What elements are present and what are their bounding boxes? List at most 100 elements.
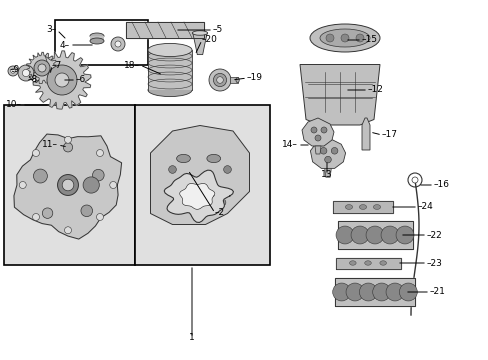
- Circle shape: [331, 148, 337, 154]
- Circle shape: [320, 127, 326, 133]
- Circle shape: [366, 226, 383, 244]
- Ellipse shape: [349, 261, 355, 265]
- Circle shape: [399, 283, 416, 301]
- Ellipse shape: [364, 261, 370, 265]
- Polygon shape: [26, 52, 58, 84]
- Polygon shape: [33, 51, 91, 109]
- Ellipse shape: [236, 77, 239, 83]
- Text: –8: –8: [28, 76, 38, 85]
- Circle shape: [314, 135, 320, 141]
- Circle shape: [335, 226, 353, 244]
- Text: –6: –6: [76, 76, 86, 85]
- Circle shape: [168, 166, 176, 174]
- Circle shape: [340, 34, 348, 42]
- Polygon shape: [179, 184, 214, 210]
- Polygon shape: [126, 22, 203, 38]
- Text: –5: –5: [213, 26, 223, 35]
- Text: 18–: 18–: [124, 60, 140, 69]
- Ellipse shape: [206, 154, 220, 163]
- Text: –20: –20: [202, 36, 218, 45]
- Ellipse shape: [345, 204, 352, 210]
- Circle shape: [218, 199, 225, 206]
- Circle shape: [55, 73, 69, 87]
- Circle shape: [62, 179, 74, 191]
- Polygon shape: [150, 126, 249, 225]
- Ellipse shape: [359, 204, 366, 210]
- Circle shape: [111, 37, 125, 51]
- Circle shape: [34, 60, 50, 76]
- Circle shape: [38, 64, 46, 72]
- Bar: [148, 50, 192, 90]
- Ellipse shape: [189, 177, 200, 184]
- Circle shape: [196, 199, 203, 206]
- Polygon shape: [192, 33, 207, 55]
- Circle shape: [33, 169, 47, 183]
- Bar: [55, 20, 148, 65]
- Polygon shape: [302, 118, 333, 146]
- Polygon shape: [337, 221, 412, 249]
- Circle shape: [115, 41, 121, 47]
- Circle shape: [11, 69, 15, 73]
- Ellipse shape: [373, 204, 380, 210]
- Bar: [90, 36, 104, 41]
- Ellipse shape: [309, 24, 379, 52]
- Text: 11–: 11–: [42, 140, 58, 149]
- Ellipse shape: [148, 44, 192, 57]
- Circle shape: [346, 283, 363, 301]
- Circle shape: [213, 73, 226, 87]
- Circle shape: [8, 66, 18, 76]
- Circle shape: [320, 148, 326, 154]
- Circle shape: [18, 65, 34, 81]
- Circle shape: [179, 199, 187, 206]
- Circle shape: [310, 127, 316, 133]
- Polygon shape: [334, 278, 414, 306]
- Text: –7: –7: [52, 60, 62, 69]
- Circle shape: [47, 65, 77, 95]
- Circle shape: [92, 169, 104, 181]
- Circle shape: [22, 69, 30, 77]
- Circle shape: [64, 136, 71, 143]
- Text: 13: 13: [321, 171, 332, 180]
- Text: 10–: 10–: [6, 100, 22, 109]
- Circle shape: [411, 177, 417, 183]
- Circle shape: [96, 149, 103, 157]
- Circle shape: [332, 283, 350, 301]
- Text: –23: –23: [426, 258, 442, 267]
- Circle shape: [208, 69, 230, 91]
- Bar: [229, 77, 237, 83]
- Circle shape: [63, 143, 73, 152]
- Circle shape: [324, 156, 331, 163]
- Bar: [135, 105, 269, 265]
- Text: –17: –17: [381, 130, 397, 139]
- Polygon shape: [361, 118, 369, 150]
- Text: –9: –9: [10, 66, 20, 75]
- Ellipse shape: [379, 261, 386, 265]
- Ellipse shape: [192, 31, 207, 35]
- Circle shape: [385, 283, 403, 301]
- Circle shape: [64, 227, 71, 234]
- Circle shape: [350, 226, 368, 244]
- Polygon shape: [299, 64, 379, 125]
- Circle shape: [19, 181, 26, 189]
- Text: –24: –24: [417, 202, 433, 211]
- Text: –16: –16: [433, 180, 449, 189]
- Circle shape: [359, 283, 377, 301]
- Text: –2: –2: [215, 208, 224, 217]
- Circle shape: [395, 226, 413, 244]
- Text: 4–: 4–: [60, 40, 70, 49]
- Bar: [4, 105, 135, 265]
- Polygon shape: [332, 201, 392, 213]
- Circle shape: [33, 149, 40, 157]
- Circle shape: [372, 283, 390, 301]
- Circle shape: [216, 77, 223, 83]
- Circle shape: [58, 175, 78, 195]
- Circle shape: [407, 173, 421, 187]
- Text: –15: –15: [361, 36, 377, 45]
- Text: –12: –12: [367, 85, 383, 94]
- Polygon shape: [335, 257, 400, 269]
- Polygon shape: [310, 138, 345, 168]
- Circle shape: [380, 226, 398, 244]
- Circle shape: [81, 205, 92, 217]
- Ellipse shape: [148, 84, 192, 96]
- Text: 1: 1: [189, 333, 195, 342]
